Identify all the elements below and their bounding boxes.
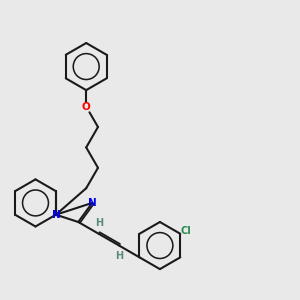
Text: N: N bbox=[88, 198, 97, 208]
Text: O: O bbox=[82, 102, 91, 112]
Text: Cl: Cl bbox=[180, 226, 191, 236]
Text: N: N bbox=[52, 210, 60, 220]
Text: H: H bbox=[94, 218, 103, 228]
Text: H: H bbox=[115, 251, 123, 261]
